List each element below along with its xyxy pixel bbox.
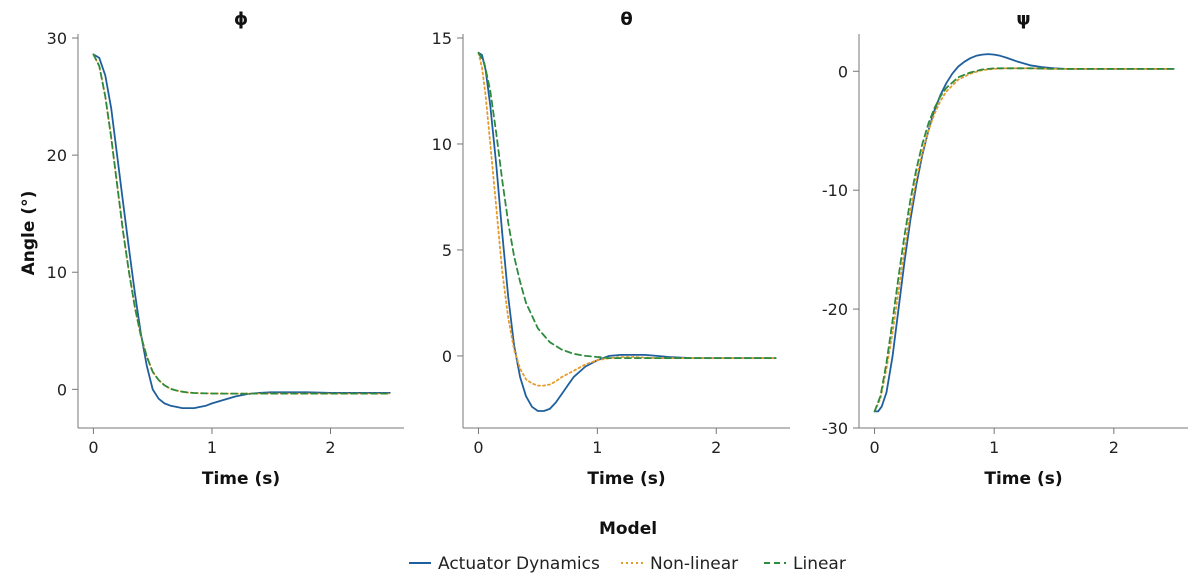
series-line-linear — [873, 67, 1175, 413]
y-tick-label: 0 — [838, 62, 848, 81]
x-tick-label: 0 — [473, 438, 483, 457]
legend-label: Actuator Dynamics — [438, 554, 600, 574]
panel-title: ψ — [1016, 9, 1030, 30]
panel-title: ϕ — [234, 9, 248, 30]
y-tick-label: 10 — [47, 263, 67, 282]
chart-legend: Model Actuator Dynamics Non-linear Linear — [409, 519, 846, 574]
panel-1: 0 10 20 30 0 1 2 ϕ Time (s) Angle (°) — [19, 9, 404, 489]
y-tick-label: 10 — [432, 135, 452, 154]
x-axis-title: Time (s) — [587, 469, 665, 489]
x-tick-label: 1 — [592, 438, 602, 457]
series-line-linear — [477, 51, 777, 359]
panel-3: -30 -20 -10 0 0 1 2 ψ Time (s) — [822, 9, 1188, 489]
x-axis-title: Time (s) — [984, 469, 1062, 489]
series-line-actuator-dynamics — [92, 53, 391, 409]
x-tick-label: 1 — [989, 438, 999, 457]
y-tick-label: -20 — [822, 300, 848, 319]
y-axis-title: Angle (°) — [19, 191, 39, 276]
series-line-non-linear — [92, 53, 391, 395]
series-line-non-linear — [873, 67, 1175, 413]
x-tick-label: 2 — [1109, 438, 1119, 457]
series-line-non-linear — [477, 51, 777, 387]
series-line-actuator-dynamics — [873, 53, 1175, 413]
legend-entry: Linear — [764, 554, 846, 574]
y-tick-label: 0 — [442, 347, 452, 366]
x-axis-title: Time (s) — [202, 469, 280, 489]
panel-title: θ — [620, 9, 632, 30]
x-tick-label: 0 — [88, 438, 98, 457]
y-tick-label: 0 — [57, 380, 67, 399]
legend-label: Linear — [793, 554, 846, 574]
legend-title: Model — [599, 519, 657, 539]
y-tick-label: 20 — [47, 146, 67, 165]
y-tick-label: 5 — [442, 241, 452, 260]
y-tick-label: 15 — [432, 29, 452, 48]
panel-2: 0 5 10 15 0 1 2 θ Time (s) — [432, 9, 790, 489]
legend-entry: Actuator Dynamics — [409, 554, 600, 574]
y-tick-label: 30 — [47, 29, 67, 48]
x-tick-label: 2 — [325, 438, 335, 457]
series-line-linear — [92, 53, 391, 395]
y-tick-label: -10 — [822, 181, 848, 200]
x-tick-label: 1 — [207, 438, 217, 457]
x-tick-label: 0 — [869, 438, 879, 457]
y-tick-label: -30 — [822, 419, 848, 438]
x-tick-label: 2 — [711, 438, 721, 457]
legend-entry: Non-linear — [621, 554, 738, 574]
series-line-actuator-dynamics — [477, 51, 777, 412]
legend-label: Non-linear — [650, 554, 738, 574]
